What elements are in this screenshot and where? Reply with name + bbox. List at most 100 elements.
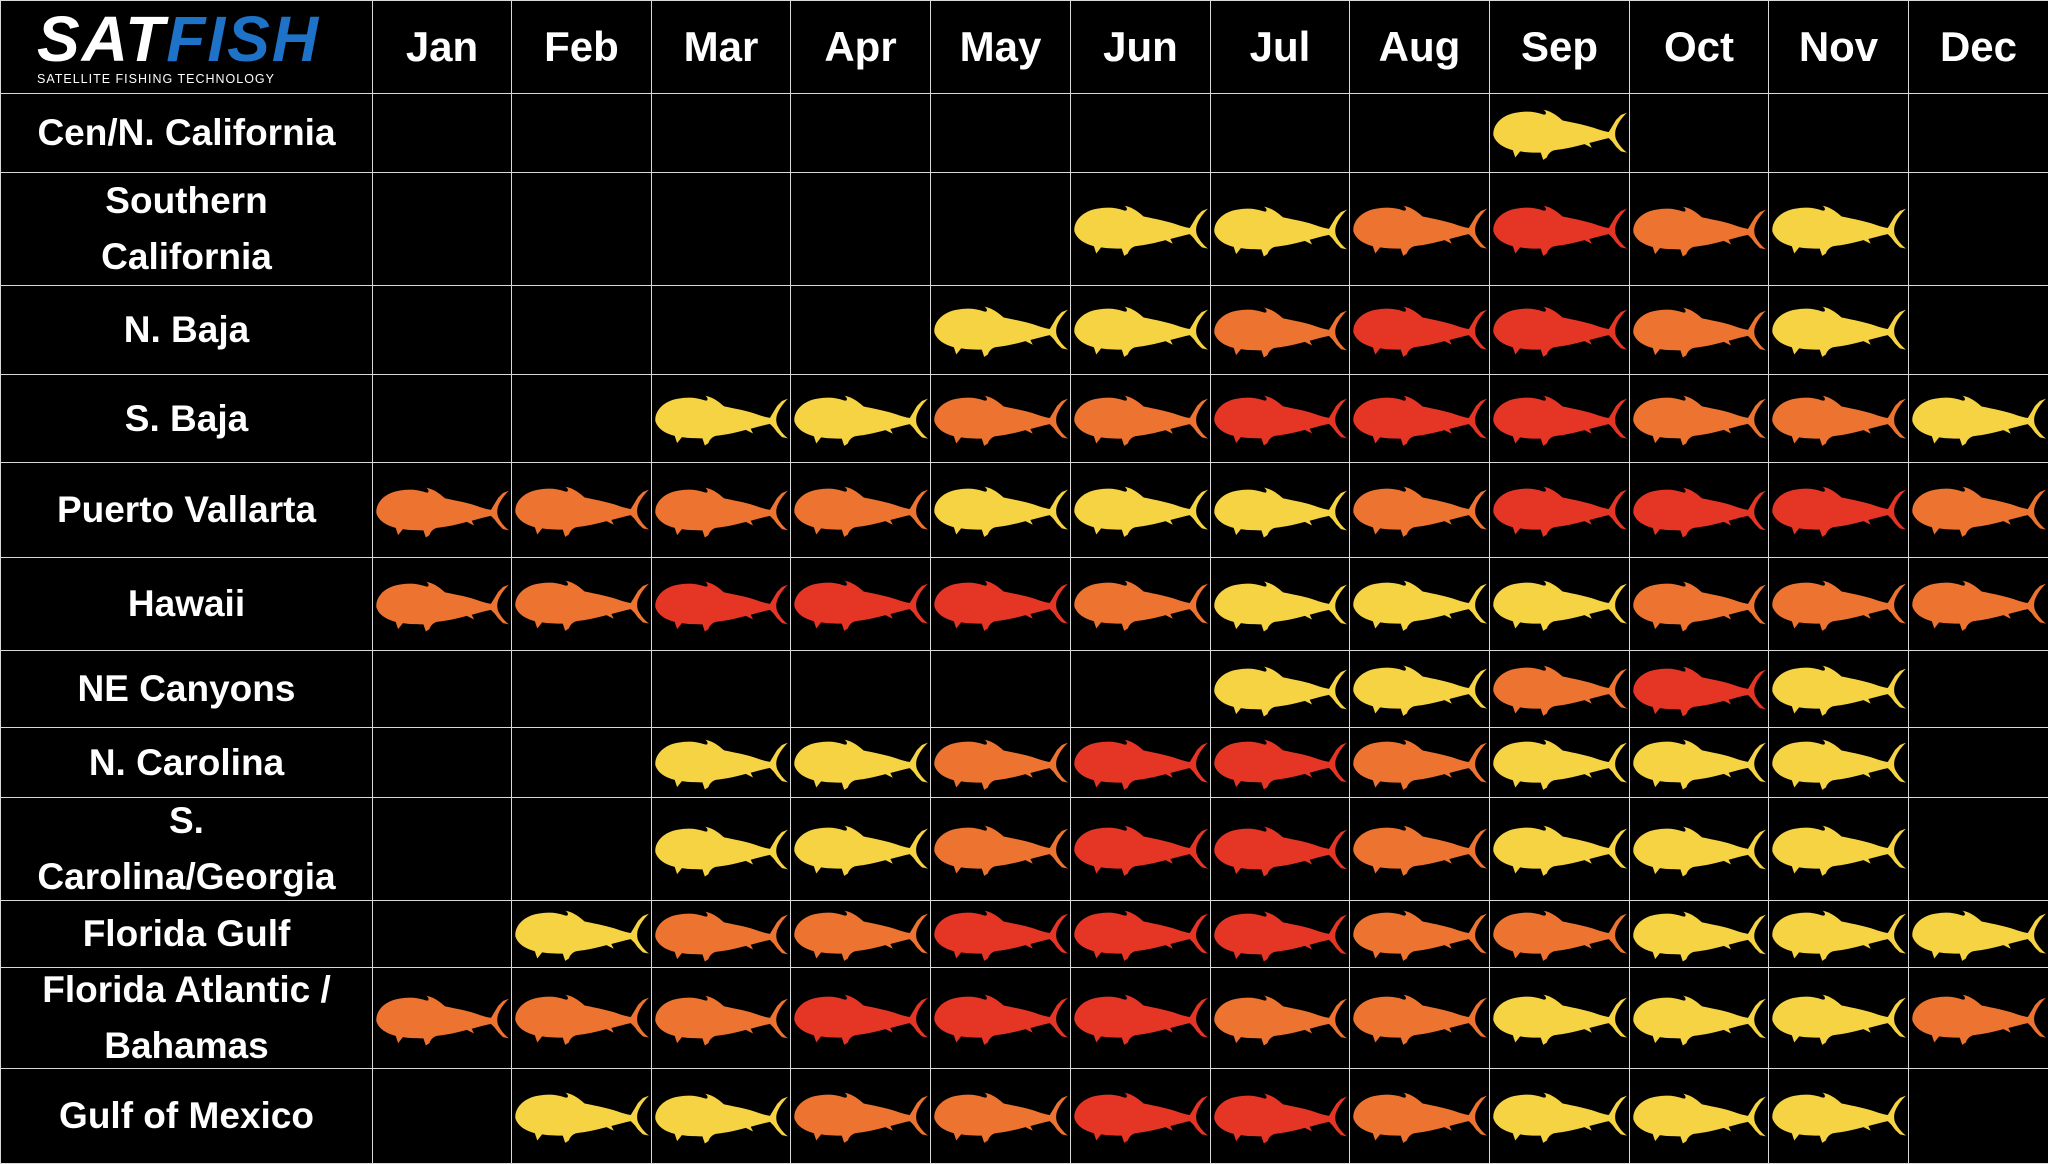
cell-s-carolina-georgia-jul <box>1210 797 1350 901</box>
mahi-fish-icon <box>655 826 789 877</box>
cell-s-baja-oct <box>1629 374 1769 463</box>
cell-n-baja-mar <box>651 285 791 375</box>
cell-n-carolina-may <box>930 727 1071 798</box>
cell-florida-atlantic-bahamas-jun <box>1070 967 1211 1069</box>
mahi-fish-icon <box>1074 206 1209 257</box>
cell-n-baja-sep <box>1489 285 1630 375</box>
region-label-puerto-vallarta: Puerto Vallarta <box>0 462 373 558</box>
mahi-fish-icon <box>1214 911 1348 962</box>
mahi-fish-icon <box>515 487 650 538</box>
cell-n-baja-may <box>930 285 1071 375</box>
cell-s-carolina-georgia-nov <box>1768 797 1909 901</box>
mahi-fish-icon <box>794 995 929 1046</box>
cell-florida-gulf-aug <box>1349 900 1490 968</box>
region-label-n-baja: N. Baja <box>0 285 373 375</box>
cell-puerto-vallarta-aug <box>1349 462 1490 558</box>
mahi-fish-icon <box>934 307 1069 358</box>
cell-puerto-vallarta-sep <box>1489 462 1630 558</box>
cell-southern-california-sep <box>1489 172 1630 286</box>
mahi-fish-icon <box>1074 395 1209 446</box>
cell-s-baja-feb <box>511 374 652 463</box>
mahi-fish-icon <box>934 995 1069 1046</box>
cell-s-carolina-georgia-feb <box>511 797 652 901</box>
mahi-fish-icon <box>1772 911 1907 962</box>
mahi-fish-icon <box>1772 395 1907 446</box>
mahi-fish-icon <box>794 911 929 962</box>
cell-n-carolina-mar <box>651 727 791 798</box>
cell-puerto-vallarta-nov <box>1768 462 1909 558</box>
cell-s-baja-jul <box>1210 374 1350 463</box>
mahi-fish-icon <box>1493 995 1628 1046</box>
cell-n-baja-dec <box>1908 285 2048 375</box>
mahi-fish-icon <box>1633 581 1767 632</box>
cell-s-baja-may <box>930 374 1071 463</box>
mahi-fish-icon <box>655 911 789 962</box>
cell-florida-gulf-sep <box>1489 900 1630 968</box>
cell-ne-canyons-aug <box>1349 650 1490 728</box>
cell-hawaii-sep <box>1489 557 1630 651</box>
cell-florida-gulf-nov <box>1768 900 1909 968</box>
cell-n-baja-jul <box>1210 285 1350 375</box>
cell-hawaii-jun <box>1070 557 1211 651</box>
mahi-fish-icon <box>655 1093 789 1144</box>
mahi-fish-icon <box>1493 487 1628 538</box>
month-header-aug: Aug <box>1349 0 1490 94</box>
cell-puerto-vallarta-jun <box>1070 462 1211 558</box>
cell-hawaii-dec <box>1908 557 2048 651</box>
logo-tagline: SATELLITE FISHING TECHNOLOGY <box>37 72 275 86</box>
mahi-fish-icon <box>1493 206 1628 257</box>
region-label-southern-california: Southern California <box>0 172 373 286</box>
cell-florida-atlantic-bahamas-feb <box>511 967 652 1069</box>
cell-florida-gulf-feb <box>511 900 652 968</box>
mahi-fish-icon <box>934 395 1069 446</box>
cell-ne-canyons-jan <box>372 650 512 728</box>
mahi-fish-icon <box>1493 739 1628 790</box>
mahi-fish-icon <box>1772 206 1907 257</box>
cell-florida-atlantic-bahamas-aug <box>1349 967 1490 1069</box>
cell-florida-gulf-oct <box>1629 900 1769 968</box>
cell-hawaii-jul <box>1210 557 1350 651</box>
mahi-fish-icon <box>376 995 510 1046</box>
mahi-fish-icon <box>1214 307 1348 358</box>
cell-florida-atlantic-bahamas-apr <box>790 967 931 1069</box>
cell-s-carolina-georgia-aug <box>1349 797 1490 901</box>
cell-cen-n-california-jun <box>1070 93 1211 173</box>
cell-ne-canyons-feb <box>511 650 652 728</box>
cell-gulf-of-mexico-mar <box>651 1068 791 1164</box>
cell-n-baja-apr <box>790 285 931 375</box>
cell-s-carolina-georgia-may <box>930 797 1071 901</box>
mahi-fish-icon <box>1074 307 1209 358</box>
mahi-fish-icon <box>1214 206 1348 257</box>
mahi-fish-icon <box>655 581 789 632</box>
mahi-fish-icon <box>1074 1093 1209 1144</box>
region-label-florida-gulf: Florida Gulf <box>0 900 373 968</box>
cell-ne-canyons-apr <box>790 650 931 728</box>
mahi-fish-icon <box>934 581 1069 632</box>
cell-hawaii-jan <box>372 557 512 651</box>
mahi-fish-icon <box>515 581 650 632</box>
cell-gulf-of-mexico-apr <box>790 1068 931 1164</box>
cell-southern-california-mar <box>651 172 791 286</box>
cell-cen-n-california-mar <box>651 93 791 173</box>
mahi-fish-icon <box>1633 666 1767 717</box>
cell-n-carolina-apr <box>790 727 931 798</box>
month-header-nov: Nov <box>1768 0 1909 94</box>
cell-ne-canyons-dec <box>1908 650 2048 728</box>
region-label-ne-canyons: NE Canyons <box>0 650 373 728</box>
cell-florida-gulf-jun <box>1070 900 1211 968</box>
mahi-fish-icon <box>934 487 1069 538</box>
cell-s-baja-jun <box>1070 374 1211 463</box>
cell-florida-gulf-jul <box>1210 900 1350 968</box>
cell-cen-n-california-jul <box>1210 93 1350 173</box>
cell-n-carolina-feb <box>511 727 652 798</box>
month-header-may: May <box>930 0 1071 94</box>
mahi-fish-icon <box>1353 995 1488 1046</box>
mahi-fish-icon <box>1772 739 1907 790</box>
mahi-fish-icon <box>1633 1093 1767 1144</box>
cell-gulf-of-mexico-jul <box>1210 1068 1350 1164</box>
mahi-fish-icon <box>1353 739 1488 790</box>
mahi-fish-icon <box>1493 1093 1628 1144</box>
mahi-fish-icon <box>1074 739 1209 790</box>
cell-n-carolina-jan <box>372 727 512 798</box>
